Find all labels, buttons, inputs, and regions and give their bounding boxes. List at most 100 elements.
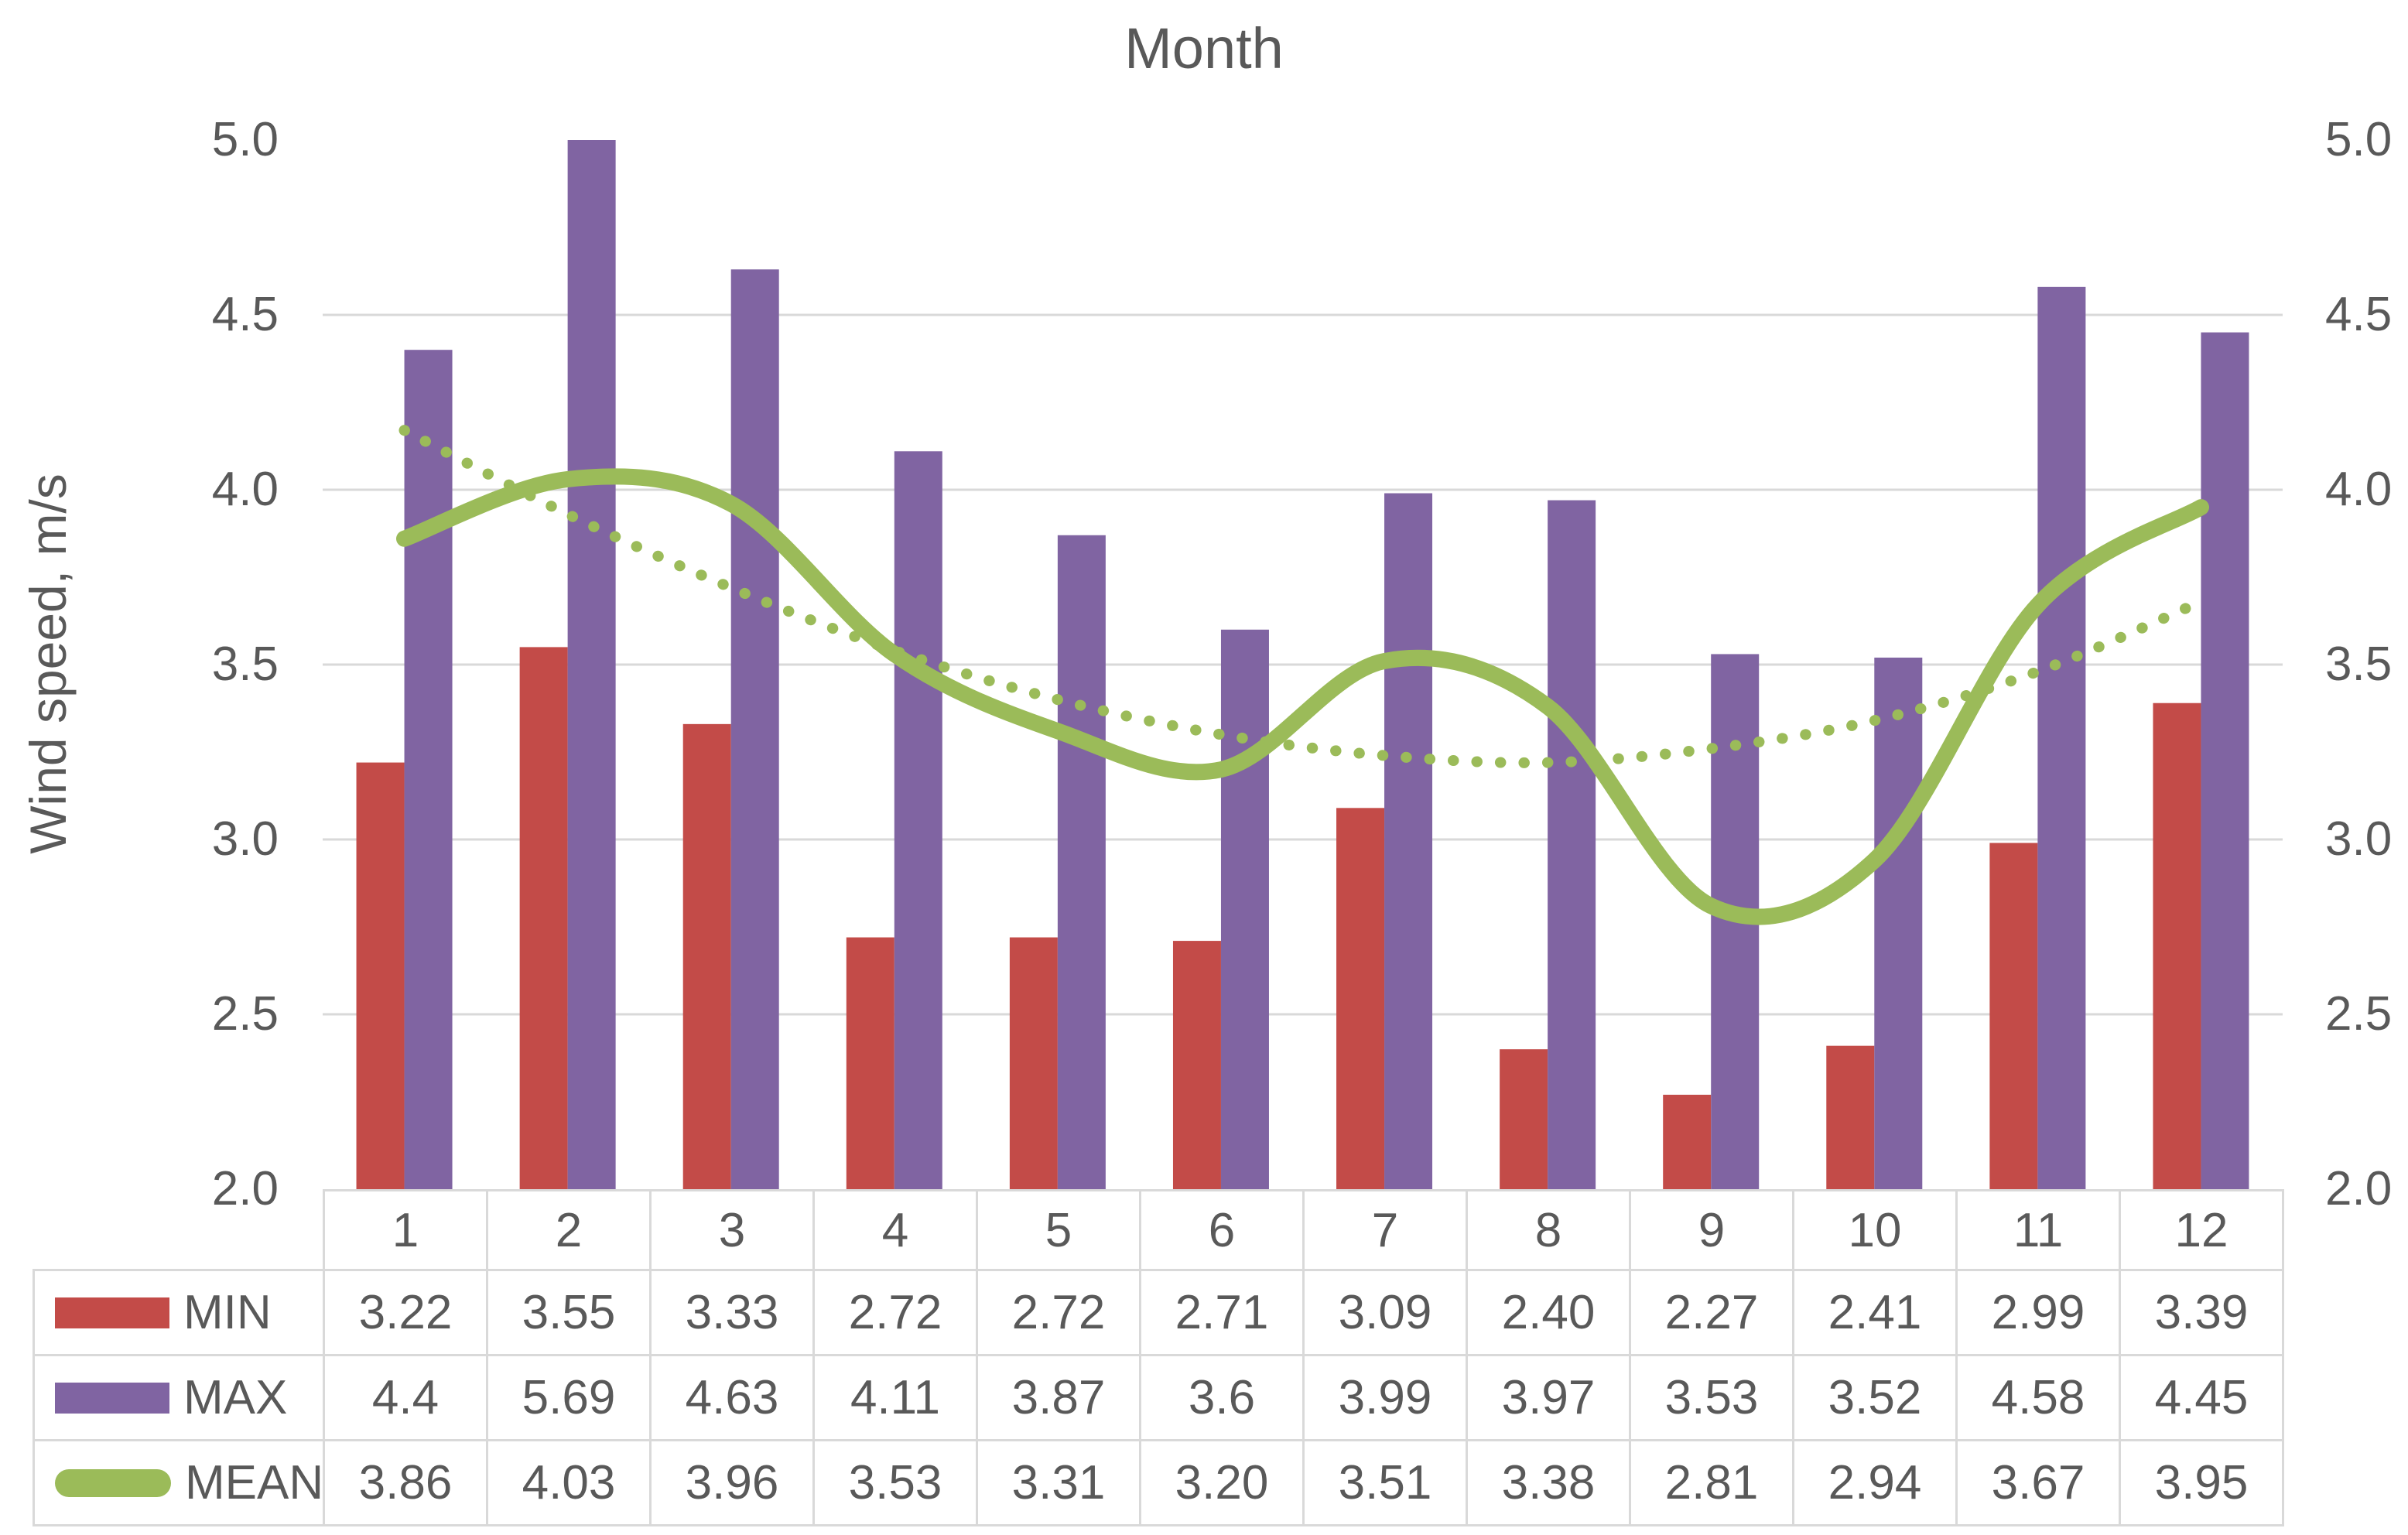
y-tick-label-right-4: 3.0 <box>2325 812 2393 866</box>
value-cell-min-month-11: 2.99 <box>1955 1269 2121 1356</box>
bar-min-month-1 <box>356 762 405 1189</box>
chart-title: Month <box>1124 16 1284 80</box>
y-tick-label-left-1: 4.5 <box>211 288 279 341</box>
value-cell-max-month-8: 3.97 <box>1466 1354 1631 1441</box>
value-cell-mean-month-6: 3.20 <box>1139 1439 1305 1526</box>
value-cell-min-month-10: 2.41 <box>1792 1269 1958 1356</box>
value-cell-min-month-1: 3.22 <box>323 1269 488 1356</box>
value-cell-min-month-12: 3.39 <box>2119 1269 2284 1356</box>
bar-max-month-10 <box>1874 657 1923 1189</box>
legend-label-min: MIN <box>183 1286 272 1339</box>
value-cell-max-month-4: 4.11 <box>812 1354 978 1441</box>
y-tick-label-right-2: 4.0 <box>2325 463 2393 516</box>
y-tick-label-right-3: 3.5 <box>2325 638 2393 691</box>
bar-max-month-3 <box>730 269 779 1189</box>
month-header-cell-1: 1 <box>323 1189 488 1271</box>
bar-min-month-10 <box>1826 1045 1875 1189</box>
bar-min-month-7 <box>1336 808 1385 1189</box>
y-tick-label-left-4: 3.0 <box>211 812 279 866</box>
value-cell-max-month-12: 4.45 <box>2119 1354 2284 1441</box>
bar-min-month-5 <box>1009 937 1058 1189</box>
value-cell-mean-month-3: 3.96 <box>649 1439 815 1526</box>
month-header-cell-4: 4 <box>812 1189 978 1271</box>
bar-min-month-3 <box>682 723 731 1189</box>
bar-min-month-8 <box>1500 1049 1548 1189</box>
month-header-cell-5: 5 <box>976 1189 1141 1271</box>
value-cell-max-month-7: 3.99 <box>1302 1354 1468 1441</box>
month-header-cell-7: 7 <box>1302 1189 1468 1271</box>
bar-min-month-11 <box>1989 843 2038 1189</box>
value-cell-max-month-9: 3.53 <box>1629 1354 1794 1441</box>
bar-min-month-9 <box>1663 1094 1712 1189</box>
y-tick-label-left-6: 2.0 <box>211 1162 279 1215</box>
bar-min-month-12 <box>2153 703 2201 1189</box>
value-cell-min-month-5: 2.72 <box>976 1269 1141 1356</box>
value-cell-max-month-3: 4.63 <box>649 1354 815 1441</box>
data-table: 1 2 3 4 5 6 7 8 9 10 11 12 MIN 3.22 3.55 3.33 2.72 2.72 2.… <box>32 1189 2284 1526</box>
value-cell-min-month-3: 3.33 <box>649 1269 815 1356</box>
legend-cell-min: MIN <box>32 1269 325 1356</box>
month-header-cell-12: 12 <box>2119 1189 2284 1271</box>
value-cell-mean-month-4: 3.53 <box>812 1439 978 1526</box>
plot-area <box>323 140 2283 1189</box>
y-tick-label-right-0: 5.0 <box>2325 113 2393 166</box>
month-header-cell-9: 9 <box>1629 1189 1794 1271</box>
value-cell-max-month-5: 3.87 <box>976 1354 1141 1441</box>
bar-min-month-2 <box>519 647 568 1189</box>
bar-max-month-6 <box>1220 629 1269 1189</box>
value-cell-min-month-9: 2.27 <box>1629 1269 1794 1356</box>
y-tick-label-left-5: 2.5 <box>211 987 279 1041</box>
mean-trendline-dotted <box>398 425 2207 768</box>
value-cell-mean-month-8: 3.38 <box>1466 1439 1631 1526</box>
bar-max-month-5 <box>1057 535 1106 1189</box>
value-cell-mean-month-1: 3.86 <box>323 1439 488 1526</box>
value-cell-min-month-7: 3.09 <box>1302 1269 1468 1356</box>
y-tick-label-left-3: 3.5 <box>211 638 279 691</box>
value-cell-mean-month-10: 2.94 <box>1792 1439 1958 1526</box>
legend-cell-max: MAX <box>32 1354 325 1441</box>
table-row-mean: MEAN 3.86 4.03 3.96 3.53 3.31 3.20 3.51 3.38 2.81… <box>32 1439 2284 1526</box>
bar-max-month-7 <box>1384 493 1433 1189</box>
bar-max-month-4 <box>894 451 942 1189</box>
month-header-cell-2: 2 <box>486 1189 652 1271</box>
month-header-cell-3: 3 <box>649 1189 815 1271</box>
y-tick-label-right-5: 2.5 <box>2325 987 2393 1041</box>
value-cell-max-month-10: 3.52 <box>1792 1354 1958 1441</box>
value-cell-mean-month-12: 3.95 <box>2119 1439 2284 1526</box>
value-cell-min-month-4: 2.72 <box>812 1269 978 1356</box>
value-cell-mean-month-5: 3.31 <box>976 1439 1141 1526</box>
month-header-cell-8: 8 <box>1466 1189 1631 1271</box>
legend-min-color-swatch <box>55 1297 169 1328</box>
bar-max-month-11 <box>2037 286 2086 1189</box>
legend-label-mean: MEAN <box>185 1456 324 1509</box>
value-cell-min-month-8: 2.40 <box>1466 1269 1631 1356</box>
value-cell-mean-month-7: 3.51 <box>1302 1439 1468 1526</box>
value-cell-mean-month-2: 4.03 <box>486 1439 652 1526</box>
legend-label-max: MAX <box>183 1371 288 1424</box>
table-corner-spacer <box>34 1191 324 1270</box>
bar-max-month-2 <box>567 140 616 1189</box>
mean-line <box>396 468 2209 925</box>
y-tick-label-left-2: 4.0 <box>211 463 279 516</box>
value-cell-min-month-2: 3.55 <box>486 1269 652 1356</box>
bar-max-month-1 <box>404 350 453 1189</box>
y-tick-label-left-0: 5.0 <box>211 113 279 166</box>
table-row-max: MAX 4.4 5.69 4.63 4.11 3.87 3.6 3.99 3.97 3.53 3.5… <box>32 1354 2284 1441</box>
month-header-cell-10: 10 <box>1792 1189 1958 1271</box>
y-tick-label-right-6: 2.0 <box>2325 1162 2393 1215</box>
month-header-cell-11: 11 <box>1955 1189 2121 1271</box>
y-tick-label-right-1: 4.5 <box>2325 288 2393 341</box>
table-row-min: MIN 3.22 3.55 3.33 2.72 2.72 2.71 3.09 2.40 2.27 2… <box>32 1269 2284 1356</box>
bar-max-month-12 <box>2201 332 2249 1189</box>
value-cell-max-month-11: 4.58 <box>1955 1354 2121 1441</box>
bar-max-month-8 <box>1548 500 1596 1189</box>
bar-min-month-4 <box>846 937 894 1189</box>
value-cell-max-month-2: 5.69 <box>486 1354 652 1441</box>
legend-max-color-swatch <box>55 1382 169 1414</box>
value-cell-max-month-1: 4.4 <box>323 1354 488 1441</box>
value-cell-mean-month-11: 3.67 <box>1955 1439 2121 1526</box>
month-header-cell-6: 6 <box>1139 1189 1305 1271</box>
legend-mean-line-swatch <box>55 1468 171 1497</box>
legend-cell-mean: MEAN <box>32 1439 325 1526</box>
